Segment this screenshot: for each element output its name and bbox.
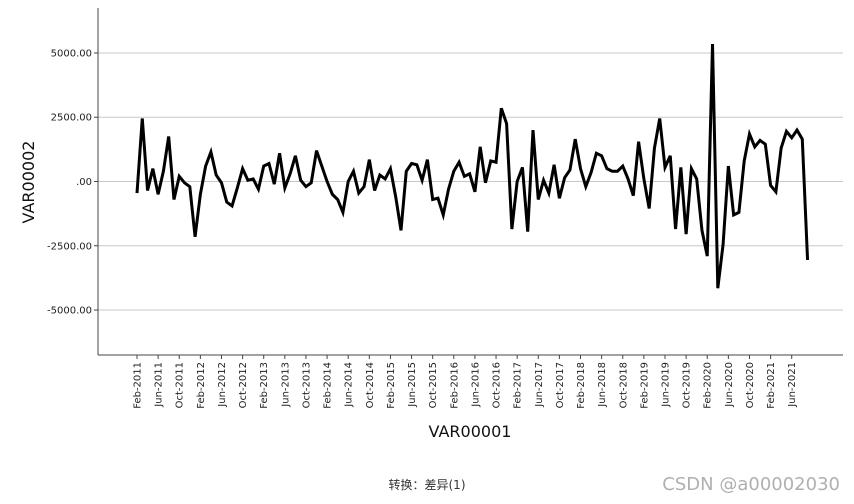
y-tick-labels: 5000.00 2500.00 .00 -2500.00 -5000.00 xyxy=(47,48,98,317)
watermark: CSDN @a00002030 xyxy=(662,474,840,495)
x-tick-label: Feb-2014 xyxy=(323,362,334,409)
y-tick-label: .00 xyxy=(76,177,92,188)
x-tick-label: Jun-2015 xyxy=(407,362,418,408)
y-tick-label: 5000.00 xyxy=(51,48,92,59)
x-tick-labels: Feb-2011 Jun-2011 Oct-2011 Feb-2012 Jun-2012… xyxy=(133,355,798,409)
x-tick-label: Oct-2016 xyxy=(492,362,503,408)
x-tick-label: Oct-2013 xyxy=(301,362,312,408)
x-tick-label: Feb-2013 xyxy=(259,362,270,409)
x-tick-label: Jun-2016 xyxy=(470,362,481,408)
x-tick-label: Jun-2017 xyxy=(534,362,545,408)
x-tick-label: Feb-2016 xyxy=(449,362,460,409)
x-tick-label: Jun-2021 xyxy=(787,362,798,408)
x-tick-label: Feb-2012 xyxy=(196,362,207,409)
x-tick-label: Feb-2017 xyxy=(513,362,524,409)
series-group xyxy=(135,43,810,289)
y-tick-label: 2500.00 xyxy=(51,113,92,124)
x-axis-title: VAR00001 xyxy=(429,422,512,441)
y-tick-label: -2500.00 xyxy=(47,241,92,252)
caption: 转换：差异(1) xyxy=(388,478,466,492)
x-tick-label: Jun-2019 xyxy=(661,362,672,408)
x-tick-label: Jun-2020 xyxy=(724,362,735,408)
series-line xyxy=(135,43,810,289)
x-tick-label: Jun-2014 xyxy=(344,362,355,408)
x-tick-label: Jun-2013 xyxy=(280,362,291,408)
x-tick-label: Feb-2015 xyxy=(386,362,397,409)
x-tick-label: Feb-2018 xyxy=(576,362,587,409)
x-tick-label: Feb-2019 xyxy=(639,362,650,409)
x-tick-label: Oct-2011 xyxy=(175,362,186,408)
x-tick-label: Oct-2015 xyxy=(428,362,439,408)
x-tick-label: Oct-2018 xyxy=(618,362,629,408)
x-tick-label: Feb-2021 xyxy=(766,362,777,409)
x-tick-label: Jun-2012 xyxy=(217,362,228,408)
y-tick-label: -5000.00 xyxy=(47,306,92,317)
x-tick-label: Oct-2014 xyxy=(365,362,376,408)
x-tick-label: Oct-2017 xyxy=(555,362,566,408)
x-tick-label: Oct-2019 xyxy=(682,362,693,408)
x-tick-label: Oct-2012 xyxy=(238,362,249,408)
x-tick-label: Feb-2011 xyxy=(133,362,144,409)
x-tick-label: Jun-2011 xyxy=(154,362,165,408)
x-tick-label: Feb-2020 xyxy=(703,362,714,409)
y-axis-title: VAR00002 xyxy=(19,141,38,224)
x-tick-label: Jun-2018 xyxy=(597,362,608,408)
x-tick-label: Oct-2020 xyxy=(745,362,756,408)
